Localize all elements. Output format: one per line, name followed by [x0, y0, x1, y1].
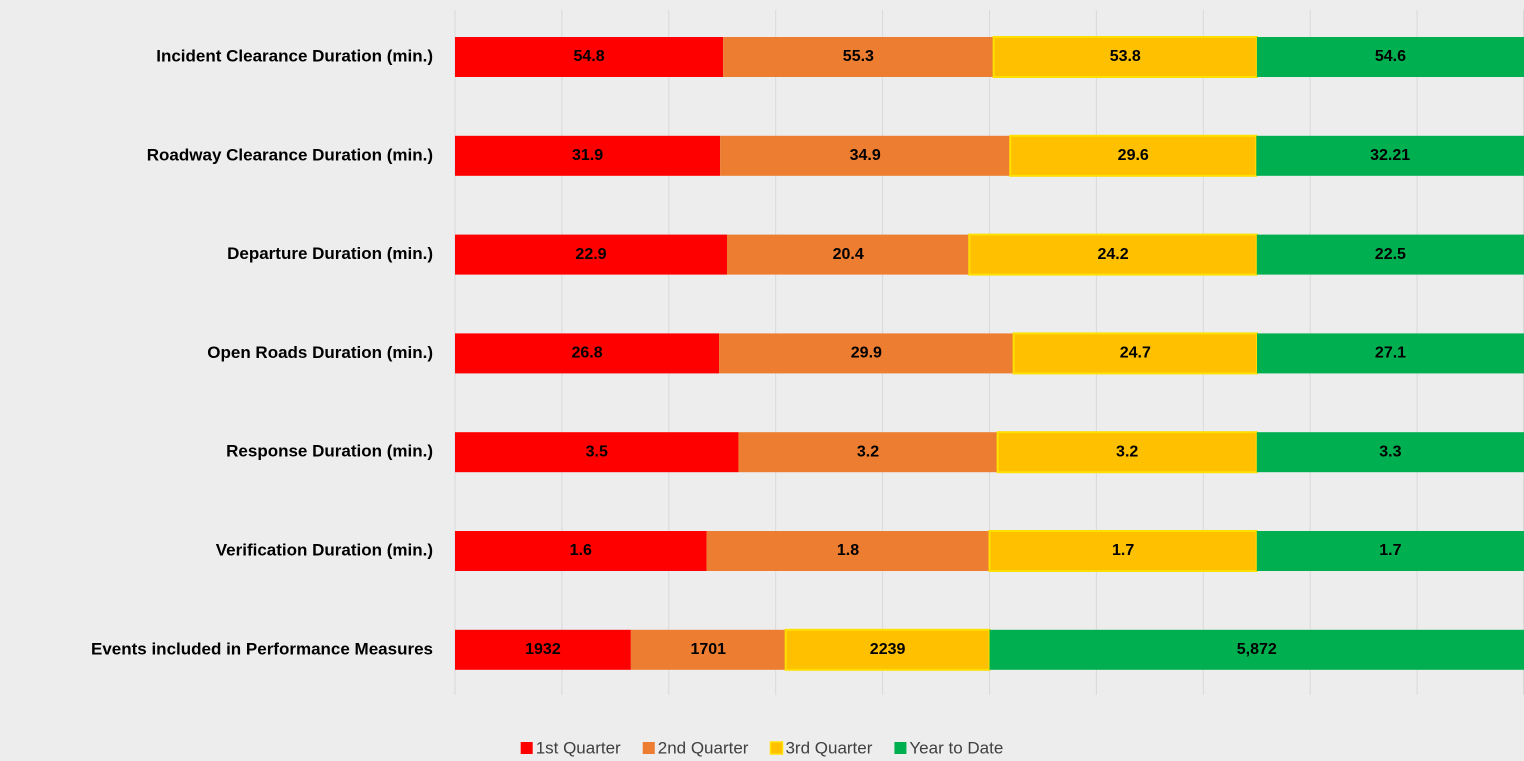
bar-segment [455, 629, 631, 670]
data-label: 55.3 [843, 48, 874, 65]
bar-segment [996, 431, 1258, 474]
data-label: 53.8 [1110, 48, 1141, 65]
bar-segment [455, 135, 721, 176]
bar-segment [738, 432, 998, 473]
bar-segment [1256, 234, 1524, 275]
bar-segment [723, 37, 994, 77]
data-label: 32.21 [1370, 147, 1410, 164]
bar-segment [455, 531, 707, 571]
data-label: 24.2 [1097, 246, 1128, 263]
data-label: 1.7 [1112, 542, 1134, 559]
category-label: Departure Duration (min.) [227, 244, 433, 263]
data-label: 5,872 [1237, 641, 1277, 658]
bar-segment [720, 135, 1011, 176]
bar-segment [455, 234, 728, 275]
data-label: 22.5 [1375, 246, 1406, 263]
category-label: Roadway Clearance Duration (min.) [147, 145, 433, 164]
category-label: Verification Duration (min.) [216, 540, 433, 559]
category-label: Events included in Performance Measures [91, 639, 433, 658]
data-label: 1701 [690, 641, 726, 658]
data-label: 1932 [525, 641, 561, 658]
data-label: 3.2 [1116, 443, 1138, 460]
bar-segment [1256, 37, 1524, 77]
bar-segment [1012, 332, 1258, 375]
data-label: 3.2 [857, 443, 879, 460]
data-label: 34.9 [850, 147, 881, 164]
data-label: 2239 [870, 641, 906, 658]
bar-segment [630, 629, 786, 670]
bar-segment [455, 333, 720, 374]
bar-segment [455, 432, 739, 473]
data-label: 29.9 [851, 345, 882, 362]
category-label: Response Duration (min.) [226, 442, 433, 461]
data-label: 22.9 [575, 246, 606, 263]
legend-label: 3rd Quarter [785, 738, 872, 757]
category-label: Incident Clearance Duration (min.) [156, 46, 433, 65]
legend-label: Year to Date [909, 738, 1003, 757]
data-label: 24.7 [1120, 345, 1151, 362]
data-label: 1.7 [1379, 542, 1401, 559]
legend-swatch [642, 742, 655, 754]
data-label: 3.5 [586, 443, 608, 460]
bar-segment [1256, 135, 1524, 176]
legend-swatch [520, 742, 533, 754]
data-label: 1.6 [570, 542, 592, 559]
bar-segment [706, 531, 990, 571]
category-label: Open Roads Duration (min.) [207, 343, 433, 362]
bar-segment [1256, 531, 1524, 571]
bar-segment [992, 36, 1258, 78]
data-label: 26.8 [571, 345, 602, 362]
data-label: 27.1 [1375, 345, 1406, 362]
bar-segment [727, 234, 970, 275]
legend-swatch [894, 742, 907, 754]
bar-segment [455, 37, 724, 77]
bar-segment [719, 333, 1014, 374]
data-label: 3.3 [1379, 443, 1401, 460]
bar-segment [1009, 134, 1258, 177]
data-label: 29.6 [1118, 147, 1149, 164]
data-label: 54.8 [573, 48, 604, 65]
data-label: 31.9 [572, 147, 603, 164]
bar-segment [988, 530, 1258, 572]
legend-label: 1st Quarter [536, 738, 621, 757]
bar-segment [1256, 333, 1524, 374]
data-label: 1.8 [837, 542, 859, 559]
bar-segment [989, 629, 1524, 670]
data-label: 20.4 [833, 246, 864, 263]
bar-segment [968, 233, 1258, 276]
bar-segment [1256, 432, 1524, 473]
data-label: 54.6 [1375, 48, 1406, 65]
legend-swatch [769, 741, 784, 755]
legend-label: 2nd Quarter [658, 738, 749, 757]
